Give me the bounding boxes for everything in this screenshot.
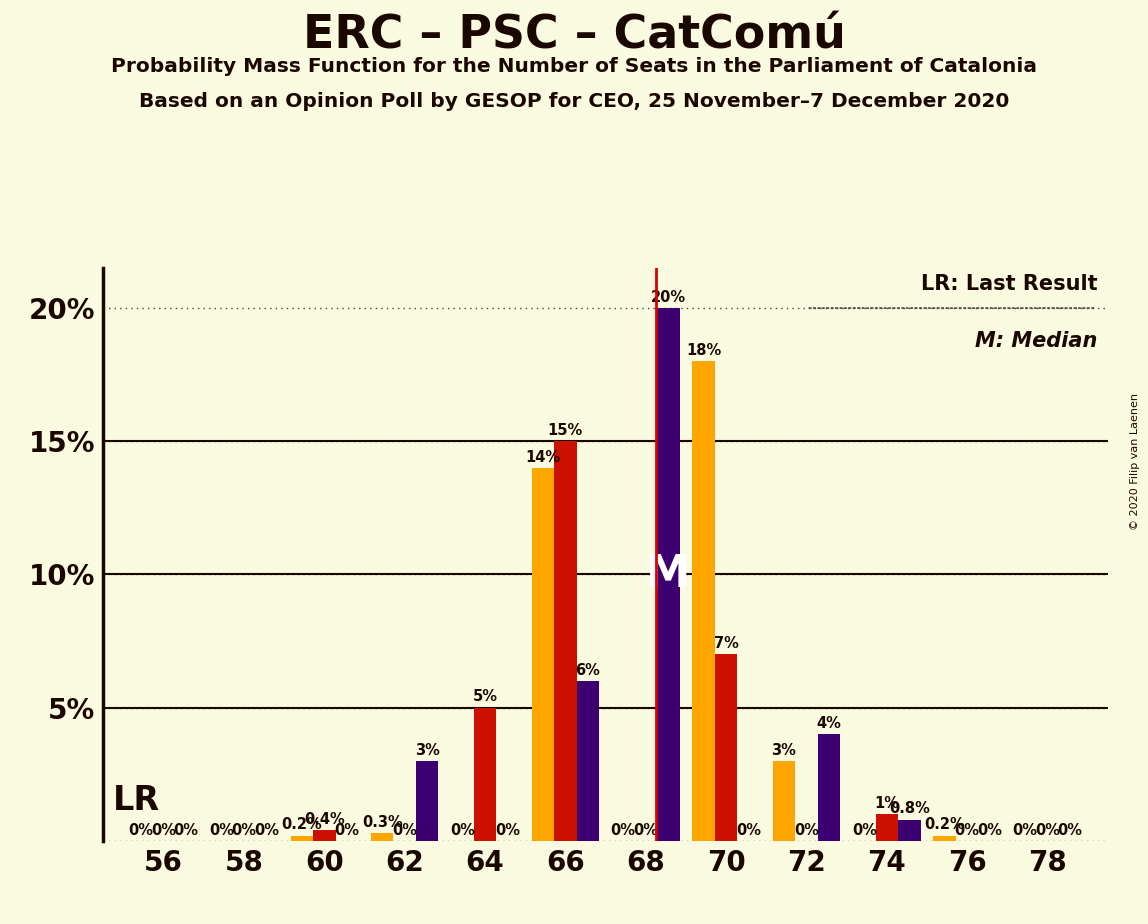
Bar [416, 760, 439, 841]
Text: M: Median: M: Median [976, 331, 1097, 351]
Text: 0%: 0% [794, 822, 819, 838]
Text: LR: LR [113, 784, 160, 818]
Bar [933, 835, 956, 841]
Text: 0%: 0% [852, 822, 877, 838]
Text: 0%: 0% [1035, 822, 1060, 838]
Text: 15%: 15% [548, 423, 583, 438]
Bar [313, 830, 335, 841]
Text: 0%: 0% [232, 822, 256, 838]
Text: 0%: 0% [495, 822, 520, 838]
Bar [554, 441, 576, 841]
Text: 14%: 14% [526, 450, 560, 465]
Text: 3%: 3% [771, 743, 797, 758]
Text: 0.3%: 0.3% [362, 815, 403, 830]
Text: 6%: 6% [575, 663, 600, 678]
Text: 0%: 0% [736, 822, 761, 838]
Text: 1%: 1% [875, 796, 899, 811]
Bar [817, 735, 840, 841]
Text: 0.8%: 0.8% [889, 801, 930, 816]
Text: 0%: 0% [173, 822, 199, 838]
Text: Based on an Opinion Poll by GESOP for CEO, 25 November–7 December 2020: Based on an Opinion Poll by GESOP for CE… [139, 92, 1009, 112]
Text: 0%: 0% [129, 822, 154, 838]
Text: 0%: 0% [634, 822, 658, 838]
Text: LR: Last Result: LR: Last Result [921, 274, 1097, 294]
Text: 0%: 0% [955, 822, 979, 838]
Bar [715, 654, 737, 841]
Bar [876, 814, 898, 841]
Text: 0%: 0% [611, 822, 636, 838]
Text: 0%: 0% [254, 822, 279, 838]
Text: ERC – PSC – CatComú: ERC – PSC – CatComú [303, 14, 845, 59]
Text: 0.2%: 0.2% [281, 818, 323, 833]
Text: 0.2%: 0.2% [924, 818, 965, 833]
Bar [692, 361, 715, 841]
Text: © 2020 Filip van Laenen: © 2020 Filip van Laenen [1130, 394, 1140, 530]
Text: 0%: 0% [450, 822, 475, 838]
Bar [290, 835, 313, 841]
Bar [898, 820, 921, 841]
Text: 0%: 0% [1013, 822, 1038, 838]
Bar [657, 308, 680, 841]
Text: 0%: 0% [334, 822, 359, 838]
Bar [532, 468, 554, 841]
Text: 0%: 0% [1057, 822, 1083, 838]
Text: 0%: 0% [977, 822, 1002, 838]
Text: 0%: 0% [393, 822, 417, 838]
Text: M: M [646, 553, 690, 596]
Text: 5%: 5% [473, 689, 497, 704]
Bar [474, 708, 496, 841]
Text: 0.4%: 0.4% [304, 812, 344, 827]
Text: 4%: 4% [816, 716, 841, 731]
Text: 7%: 7% [714, 636, 738, 651]
Text: 18%: 18% [687, 343, 721, 358]
Text: 0%: 0% [152, 822, 176, 838]
Text: 3%: 3% [414, 743, 440, 758]
Bar [371, 833, 394, 841]
Text: Probability Mass Function for the Number of Seats in the Parliament of Catalonia: Probability Mass Function for the Number… [111, 57, 1037, 77]
Text: 0%: 0% [209, 822, 234, 838]
Bar [773, 760, 796, 841]
Text: 20%: 20% [651, 290, 685, 305]
Bar [576, 681, 599, 841]
